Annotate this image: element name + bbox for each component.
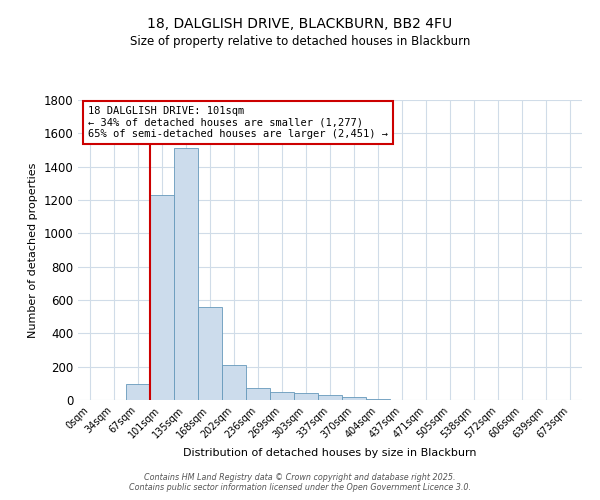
Bar	[246, 388, 270, 400]
Bar	[126, 384, 150, 400]
Text: 18 DALGLISH DRIVE: 101sqm
← 34% of detached houses are smaller (1,277)
65% of se: 18 DALGLISH DRIVE: 101sqm ← 34% of detac…	[88, 106, 388, 139]
Text: Contains HM Land Registry data © Crown copyright and database right 2025.
Contai: Contains HM Land Registry data © Crown c…	[129, 473, 471, 492]
Text: 18, DALGLISH DRIVE, BLACKBURN, BB2 4FU: 18, DALGLISH DRIVE, BLACKBURN, BB2 4FU	[148, 18, 452, 32]
Bar	[198, 306, 222, 400]
Bar	[318, 395, 342, 400]
Bar	[342, 396, 366, 400]
Bar	[294, 394, 318, 400]
Bar	[174, 148, 198, 400]
Bar	[150, 195, 174, 400]
Bar	[222, 365, 246, 400]
Bar	[270, 392, 294, 400]
Y-axis label: Number of detached properties: Number of detached properties	[28, 162, 38, 338]
X-axis label: Distribution of detached houses by size in Blackburn: Distribution of detached houses by size …	[183, 448, 477, 458]
Text: Size of property relative to detached houses in Blackburn: Size of property relative to detached ho…	[130, 35, 470, 48]
Bar	[366, 399, 390, 400]
